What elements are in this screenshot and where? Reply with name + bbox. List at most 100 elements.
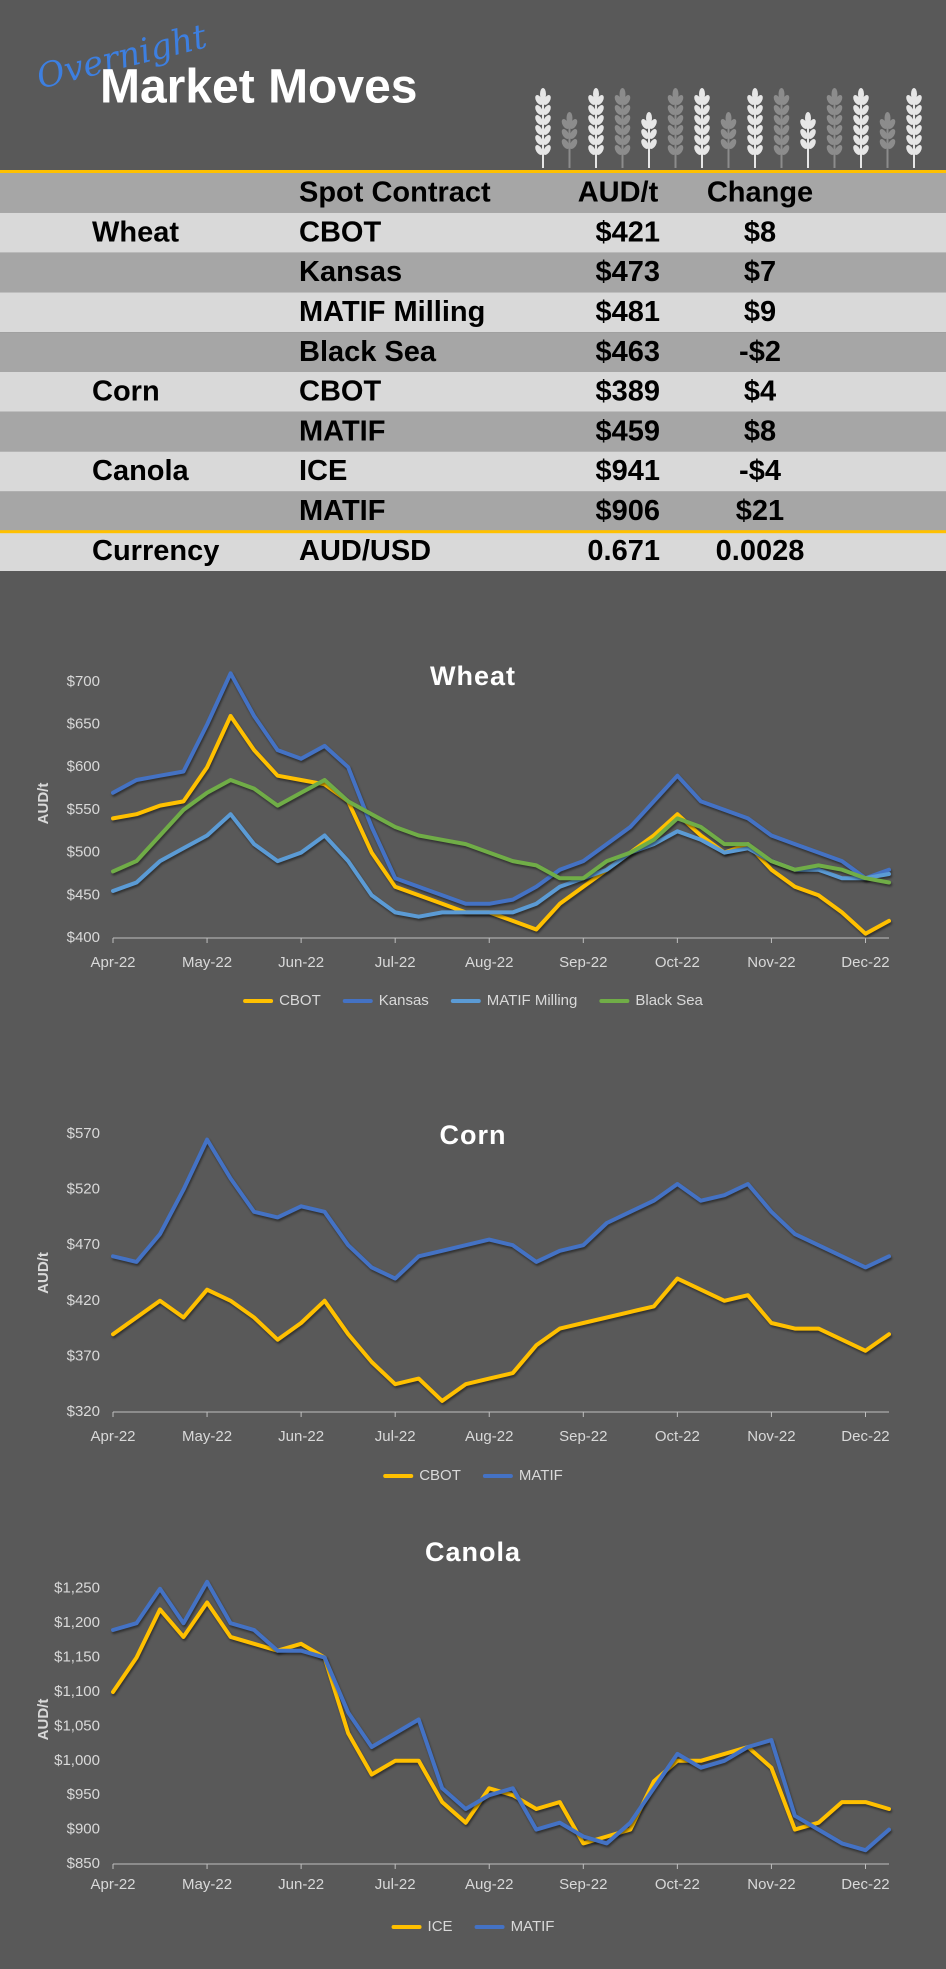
- wheat-grain: [667, 125, 676, 135]
- wheat-grain: [588, 145, 596, 155]
- wheat-grain: [747, 115, 755, 125]
- wheat-grain: [861, 105, 869, 115]
- table-row-bg: [0, 411, 946, 452]
- x-tick-label: Dec-22: [841, 954, 889, 971]
- wheat-grain: [826, 125, 835, 135]
- y-tick-label: $1,200: [54, 1614, 100, 1631]
- x-tick-label: Jun-22: [278, 1428, 324, 1445]
- price: $421: [595, 216, 660, 248]
- y-tick-label: $320: [67, 1403, 100, 1420]
- wheat-grain: [887, 139, 896, 149]
- contract: CBOT: [299, 376, 381, 408]
- y-tick-label: $370: [67, 1347, 100, 1364]
- wheat-grain: [593, 88, 599, 100]
- wheat-grain: [614, 125, 623, 135]
- wheat-grain: [781, 135, 790, 145]
- wheat-grain: [834, 115, 843, 125]
- wheat-grain: [826, 135, 835, 145]
- series-line: [111, 1600, 891, 1846]
- wheat-grain: [614, 135, 623, 145]
- y-tick-label: $470: [67, 1236, 100, 1253]
- wheat-grain: [853, 125, 861, 135]
- x-tick-label: Dec-22: [841, 1428, 889, 1445]
- price: $473: [595, 256, 660, 288]
- x-tick-label: Oct-22: [655, 1428, 700, 1445]
- y-tick-label: $450: [67, 886, 100, 903]
- wheat-grain: [906, 135, 914, 145]
- table-row-bg: [0, 252, 946, 293]
- wheat-grain: [561, 139, 570, 149]
- wheat-grain: [622, 125, 631, 135]
- legend-label: CBOT: [279, 992, 321, 1009]
- header-and-table: Overnight Market Moves Spot Contract AUD/…: [0, 0, 946, 571]
- series-line: [111, 1276, 891, 1403]
- wheat-grain: [720, 139, 729, 149]
- wheat-grain: [755, 125, 763, 135]
- x-tick-label: Aug-22: [465, 1428, 513, 1445]
- change: $7: [744, 256, 776, 288]
- wheat-grain: [879, 129, 888, 139]
- wheat-grain: [702, 135, 710, 145]
- series-line: [111, 1137, 891, 1281]
- wheat-grain: [694, 115, 702, 125]
- y-axis-label: AUD/t: [35, 783, 52, 825]
- x-tick-label: Jul-22: [375, 1428, 416, 1445]
- contract: MATIF: [299, 495, 385, 527]
- x-tick-label: Sep-22: [559, 1428, 607, 1445]
- wheat-grain: [834, 145, 843, 155]
- x-tick-label: Nov-22: [747, 954, 795, 971]
- x-tick-label: Aug-22: [465, 954, 513, 971]
- wheat-grain: [702, 125, 710, 135]
- wheat-grain: [906, 105, 914, 115]
- wheat-grain: [641, 129, 649, 139]
- x-tick-label: Sep-22: [559, 954, 607, 971]
- wheat-grain: [747, 135, 755, 145]
- wheat-grain: [808, 129, 816, 139]
- table-row-bg: [0, 332, 946, 372]
- wheat-grain: [747, 145, 755, 155]
- legend-label: Black Sea: [635, 992, 703, 1009]
- wheat-grain: [596, 105, 604, 115]
- header-bg: [0, 0, 946, 172]
- chart: Canola AUD/t $850 $900 $950 $1,000 $1,050 $1,10…: [35, 1537, 891, 1935]
- wheat-grain: [667, 115, 676, 125]
- wheat-grain: [755, 135, 763, 145]
- legend-label: Kansas: [379, 992, 429, 1009]
- wheat-grain: [826, 105, 835, 115]
- wheat-grain: [675, 105, 684, 115]
- x-tick-label: Apr-22: [90, 1876, 135, 1893]
- table-row-bg: [0, 212, 946, 253]
- y-tick-label: $400: [67, 929, 100, 946]
- wheat-grain: [720, 129, 729, 139]
- wheat-grain: [826, 145, 835, 155]
- x-tick-label: Jul-22: [375, 954, 416, 971]
- wheat-grain: [755, 115, 763, 125]
- wheat-grain: [596, 145, 604, 155]
- change: $21: [736, 495, 784, 527]
- wheat-grain: [622, 115, 631, 125]
- table-row-bg: [0, 372, 946, 412]
- wheat-grain: [588, 115, 596, 125]
- y-tick-label: $850: [67, 1855, 100, 1872]
- table-row-bg: [0, 292, 946, 333]
- contract: Black Sea: [299, 336, 437, 368]
- x-tick-label: Jun-22: [278, 1876, 324, 1893]
- x-tick-label: Nov-22: [747, 1428, 795, 1445]
- wheat-grain: [614, 145, 623, 155]
- y-tick-label: $550: [67, 801, 100, 818]
- wheat-grain: [914, 115, 922, 125]
- y-tick-label: $1,150: [54, 1649, 100, 1666]
- change: -$4: [739, 455, 781, 487]
- wheat-grain: [773, 145, 782, 155]
- change: 0.0028: [716, 535, 805, 567]
- wheat-grain: [755, 145, 763, 155]
- column-header: AUD/t: [578, 177, 659, 209]
- x-tick-label: Dec-22: [841, 1876, 889, 1893]
- y-axis-label: AUD/t: [35, 1699, 52, 1741]
- wheat-grain: [667, 105, 676, 115]
- wheat-grain: [914, 125, 922, 135]
- wheat-grain: [649, 139, 657, 149]
- wheat-grain: [694, 135, 702, 145]
- column-header: Spot Contract: [299, 177, 491, 209]
